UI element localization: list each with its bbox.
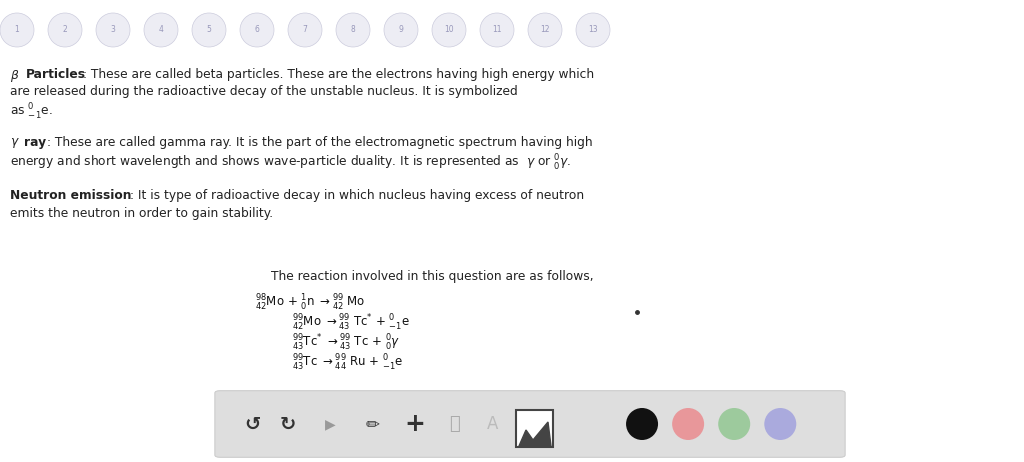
Text: 5: 5 — [207, 25, 211, 35]
Text: 8: 8 — [350, 25, 355, 35]
Polygon shape — [519, 422, 551, 446]
Text: +: + — [404, 412, 425, 436]
Ellipse shape — [764, 408, 797, 440]
Text: 2: 2 — [62, 25, 68, 35]
Text: ↺: ↺ — [244, 414, 260, 433]
Text: 6: 6 — [255, 25, 259, 35]
Ellipse shape — [336, 13, 370, 47]
Text: Neutron emission: Neutron emission — [10, 189, 131, 202]
Text: ray: ray — [24, 136, 46, 149]
Text: ⧸: ⧸ — [450, 415, 461, 433]
Text: : It is type of radioactive decay in which nucleus having excess of neutron: : It is type of radioactive decay in whi… — [130, 189, 584, 202]
Text: ▶: ▶ — [325, 417, 335, 431]
Text: : These are called gamma ray. It is the part of the electromagnetic spectrum hav: : These are called gamma ray. It is the … — [47, 136, 593, 149]
Text: $\beta$: $\beta$ — [10, 68, 19, 84]
Text: 1: 1 — [14, 25, 19, 35]
Text: $\gamma$: $\gamma$ — [10, 136, 19, 150]
FancyBboxPatch shape — [516, 410, 553, 447]
Text: 13: 13 — [588, 25, 598, 35]
Text: ✏: ✏ — [366, 415, 379, 433]
Text: $^{99}_{42}$Mo $\rightarrow$$^{99}_{43}$ Tc$^{*}$ + $^{0}_{-1}$e: $^{99}_{42}$Mo $\rightarrow$$^{99}_{43}$… — [292, 313, 410, 333]
Text: are released during the radioactive decay of the unstable nucleus. It is symboli: are released during the radioactive deca… — [10, 85, 518, 98]
Ellipse shape — [288, 13, 322, 47]
Text: 11: 11 — [493, 25, 502, 35]
Ellipse shape — [672, 408, 705, 440]
Text: The reaction involved in this question are as follows,: The reaction involved in this question a… — [271, 270, 594, 283]
Text: 10: 10 — [444, 25, 454, 35]
Ellipse shape — [240, 13, 274, 47]
Text: Particles: Particles — [26, 68, 86, 81]
Ellipse shape — [144, 13, 178, 47]
Ellipse shape — [384, 13, 418, 47]
Ellipse shape — [193, 13, 226, 47]
Ellipse shape — [575, 13, 610, 47]
Text: $^{99}_{43}$Tc $\rightarrow$$^{99}_{44}$ Ru + $^{0}_{-1}$e: $^{99}_{43}$Tc $\rightarrow$$^{99}_{44}$… — [292, 353, 403, 373]
Ellipse shape — [480, 13, 514, 47]
Text: 7: 7 — [302, 25, 307, 35]
Text: : These are called beta particles. These are the electrons having high energy wh: : These are called beta particles. These… — [83, 68, 594, 81]
Text: as $^{0}_{-1}$e.: as $^{0}_{-1}$e. — [10, 102, 53, 122]
Ellipse shape — [96, 13, 130, 47]
Text: 4: 4 — [159, 25, 164, 35]
Text: $^{99}_{43}$Tc$^{*}$ $\rightarrow$$^{99}_{43}$ Tc + $^{0}_{0}\gamma$: $^{99}_{43}$Tc$^{*}$ $\rightarrow$$^{99}… — [292, 333, 400, 353]
Text: ↻: ↻ — [280, 414, 296, 433]
Ellipse shape — [432, 13, 466, 47]
Ellipse shape — [0, 13, 34, 47]
Ellipse shape — [718, 408, 751, 440]
Text: 12: 12 — [541, 25, 550, 35]
Ellipse shape — [626, 408, 658, 440]
Ellipse shape — [528, 13, 562, 47]
FancyBboxPatch shape — [215, 391, 845, 457]
Text: 9: 9 — [398, 25, 403, 35]
Text: $^{98}_{42}$Mo + $^{1}_{0}$n $\rightarrow$$^{99}_{42}$ Mo: $^{98}_{42}$Mo + $^{1}_{0}$n $\rightarro… — [255, 293, 366, 313]
Text: 3: 3 — [111, 25, 116, 35]
Text: A: A — [487, 415, 499, 433]
Ellipse shape — [48, 13, 82, 47]
Text: energy and short wavelength and shows wave-particle duality. It is represented a: energy and short wavelength and shows wa… — [10, 153, 571, 173]
Text: emits the neutron in order to gain stability.: emits the neutron in order to gain stabi… — [10, 207, 273, 220]
